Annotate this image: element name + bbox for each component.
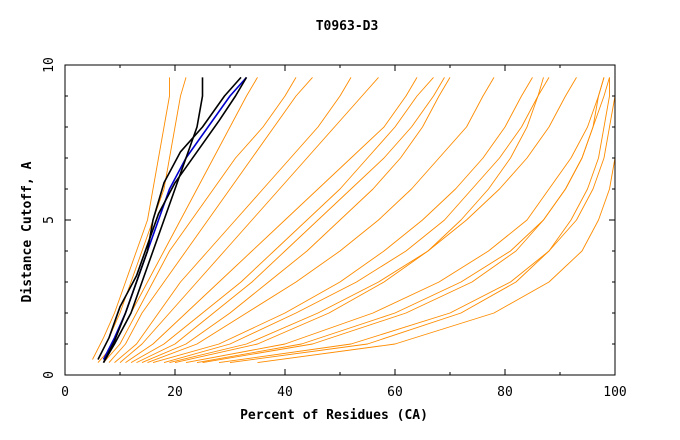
x-tick-label: 100 [603, 385, 626, 400]
series-line-11 [147, 77, 495, 364]
series-line-10 [130, 77, 434, 363]
series-line-14 [218, 77, 616, 364]
series-line-20 [103, 77, 297, 363]
y-tick-label: 10 [42, 57, 57, 73]
x-tick-label: 60 [387, 385, 403, 400]
y-axis-label: Distance Cutoff, A [20, 161, 35, 302]
series-line-26 [136, 77, 445, 364]
x-tick-label: 80 [497, 385, 513, 400]
series-line-13 [185, 77, 605, 364]
y-axis: 0 5 10 [42, 57, 615, 379]
series-line-9 [119, 77, 379, 363]
series-line-23 [125, 77, 418, 363]
series-layer [92, 76, 616, 364]
series-line-3 [97, 76, 248, 360]
series-line-17 [174, 77, 544, 364]
series-line-5 [92, 77, 170, 360]
x-axis: 0 20 40 60 80 100 [61, 65, 627, 400]
series-line-12 [163, 77, 550, 364]
series-line-21 [152, 77, 533, 364]
series-line-25 [196, 77, 610, 364]
series-line-2 [102, 77, 204, 364]
series-line-15 [257, 77, 616, 364]
series-line-24 [169, 77, 577, 364]
x-tick-label: 20 [167, 385, 183, 400]
x-tick-label: 40 [277, 385, 293, 400]
series-line-18 [141, 77, 451, 364]
x-axis-label: Percent of Residues (CA) [240, 408, 428, 423]
x-tick-label: 0 [61, 385, 69, 400]
y-tick-label: 5 [42, 216, 57, 224]
series-line-1 [102, 76, 248, 360]
series-line-19 [114, 77, 352, 363]
chart-title: T0963-D3 [316, 19, 379, 34]
series-line-22 [229, 77, 610, 364]
series-line-4 [102, 76, 242, 363]
series-line-6 [97, 77, 187, 360]
y-tick-label: 0 [42, 371, 57, 379]
series-line-8 [108, 77, 313, 363]
